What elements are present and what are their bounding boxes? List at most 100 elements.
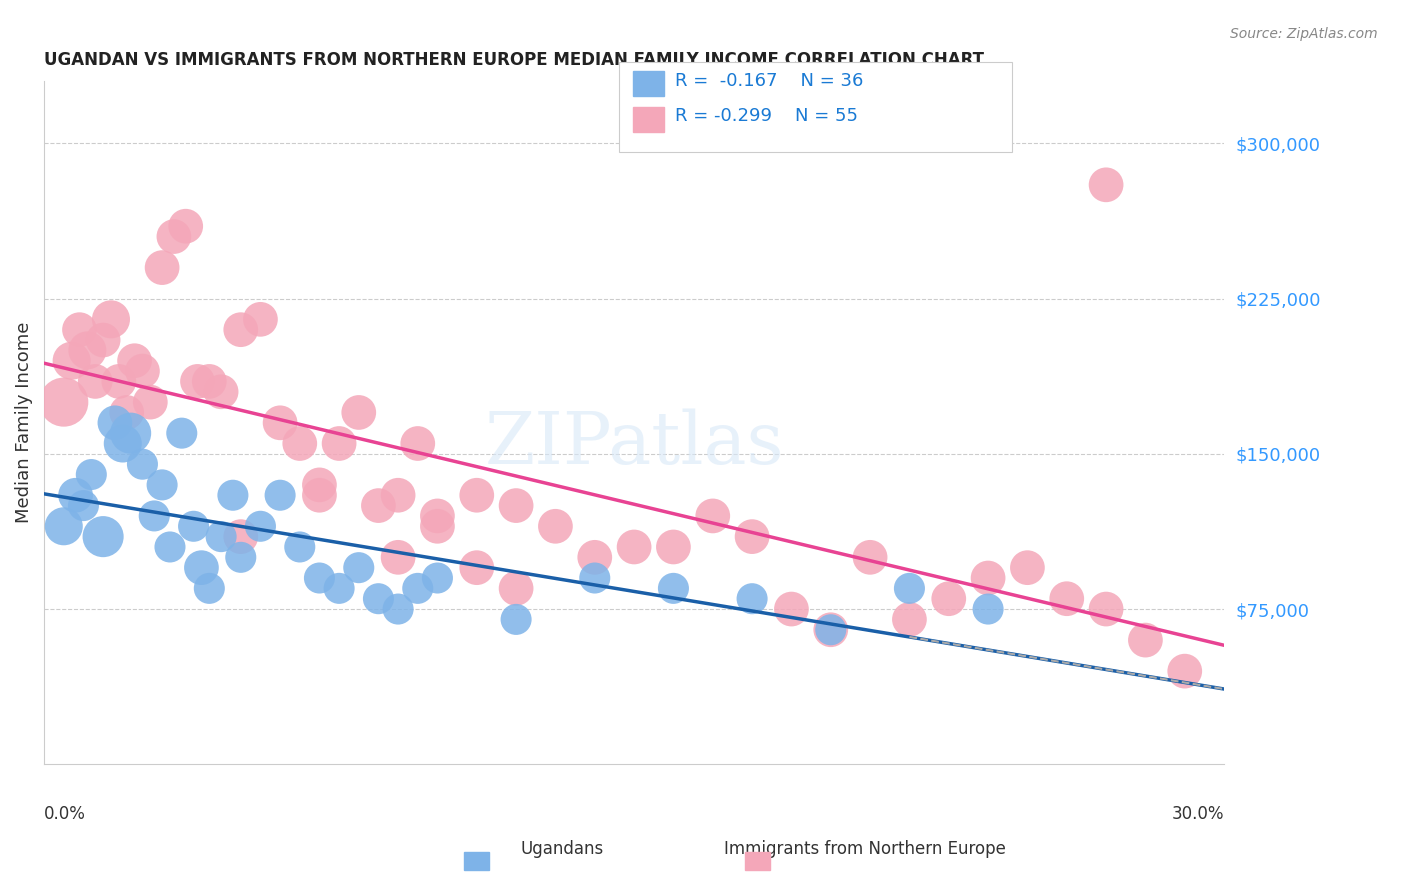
Point	[150, 260, 173, 275]
Point	[583, 571, 606, 585]
Point	[820, 623, 842, 637]
Point	[623, 540, 645, 554]
Point	[288, 436, 311, 450]
Point	[820, 623, 842, 637]
Point	[131, 457, 153, 471]
Point	[72, 499, 94, 513]
Point	[308, 571, 330, 585]
Point	[465, 560, 488, 574]
Point	[898, 612, 921, 626]
Text: 30.0%: 30.0%	[1171, 805, 1225, 823]
Point	[1056, 591, 1078, 606]
Point	[170, 426, 193, 441]
Point	[91, 333, 114, 347]
Point	[100, 312, 122, 326]
Point	[1017, 560, 1039, 574]
Text: UGANDAN VS IMMIGRANTS FROM NORTHERN EUROPE MEDIAN FAMILY INCOME CORRELATION CHAR: UGANDAN VS IMMIGRANTS FROM NORTHERN EURO…	[44, 51, 984, 69]
Point	[209, 530, 232, 544]
Point	[76, 343, 98, 358]
Point	[505, 612, 527, 626]
Point	[124, 353, 146, 368]
Point	[249, 312, 271, 326]
Point	[209, 384, 232, 399]
Text: Source: ZipAtlas.com: Source: ZipAtlas.com	[1230, 27, 1378, 41]
Point	[249, 519, 271, 533]
Point	[347, 560, 370, 574]
Text: 0.0%: 0.0%	[44, 805, 86, 823]
Point	[222, 488, 245, 502]
Point	[741, 591, 763, 606]
Point	[159, 540, 181, 554]
Point	[104, 416, 127, 430]
Point	[702, 508, 724, 523]
Point	[387, 602, 409, 616]
Point	[741, 530, 763, 544]
Point	[387, 488, 409, 502]
Point	[1174, 664, 1197, 678]
Point	[91, 530, 114, 544]
Point	[1095, 178, 1118, 192]
Point	[139, 395, 162, 409]
Point	[780, 602, 803, 616]
Point	[505, 499, 527, 513]
Text: R =  -0.167    N = 36: R = -0.167 N = 36	[675, 71, 863, 89]
Point	[505, 582, 527, 596]
Text: Ugandans: Ugandans	[520, 840, 605, 858]
Point	[84, 375, 107, 389]
Point	[186, 375, 208, 389]
Point	[406, 582, 429, 596]
Point	[52, 395, 75, 409]
Point	[65, 488, 87, 502]
Point	[198, 375, 221, 389]
Point	[406, 436, 429, 450]
Point	[143, 508, 166, 523]
Point	[60, 353, 83, 368]
Point	[426, 571, 449, 585]
Point	[859, 550, 882, 565]
Point	[328, 436, 350, 450]
Point	[426, 519, 449, 533]
Point	[977, 571, 1000, 585]
Point	[150, 478, 173, 492]
Point	[387, 550, 409, 565]
Point	[229, 550, 252, 565]
Point	[662, 582, 685, 596]
Point	[163, 229, 186, 244]
Point	[115, 405, 138, 419]
Point	[108, 375, 131, 389]
Point	[69, 323, 91, 337]
Point	[198, 582, 221, 596]
Point	[367, 499, 389, 513]
Point	[229, 323, 252, 337]
Point	[269, 416, 291, 430]
Point	[898, 582, 921, 596]
Point	[426, 508, 449, 523]
Point	[190, 560, 212, 574]
Point	[308, 488, 330, 502]
Point	[80, 467, 103, 482]
Point	[544, 519, 567, 533]
Point	[183, 519, 205, 533]
Point	[328, 582, 350, 596]
Text: Immigrants from Northern Europe: Immigrants from Northern Europe	[724, 840, 1005, 858]
Point	[52, 519, 75, 533]
Point	[1095, 602, 1118, 616]
Point	[938, 591, 960, 606]
Point	[174, 219, 197, 234]
Point	[120, 426, 142, 441]
Point	[977, 602, 1000, 616]
Y-axis label: Median Family Income: Median Family Income	[15, 322, 32, 524]
Point	[583, 550, 606, 565]
Point	[111, 436, 134, 450]
Point	[288, 540, 311, 554]
Point	[367, 591, 389, 606]
Point	[229, 530, 252, 544]
Point	[347, 405, 370, 419]
Point	[465, 488, 488, 502]
Point	[131, 364, 153, 378]
Text: ZIPatlas: ZIPatlas	[484, 408, 785, 479]
Point	[662, 540, 685, 554]
Point	[269, 488, 291, 502]
Text: R = -0.299    N = 55: R = -0.299 N = 55	[675, 107, 858, 125]
Point	[1135, 633, 1157, 648]
